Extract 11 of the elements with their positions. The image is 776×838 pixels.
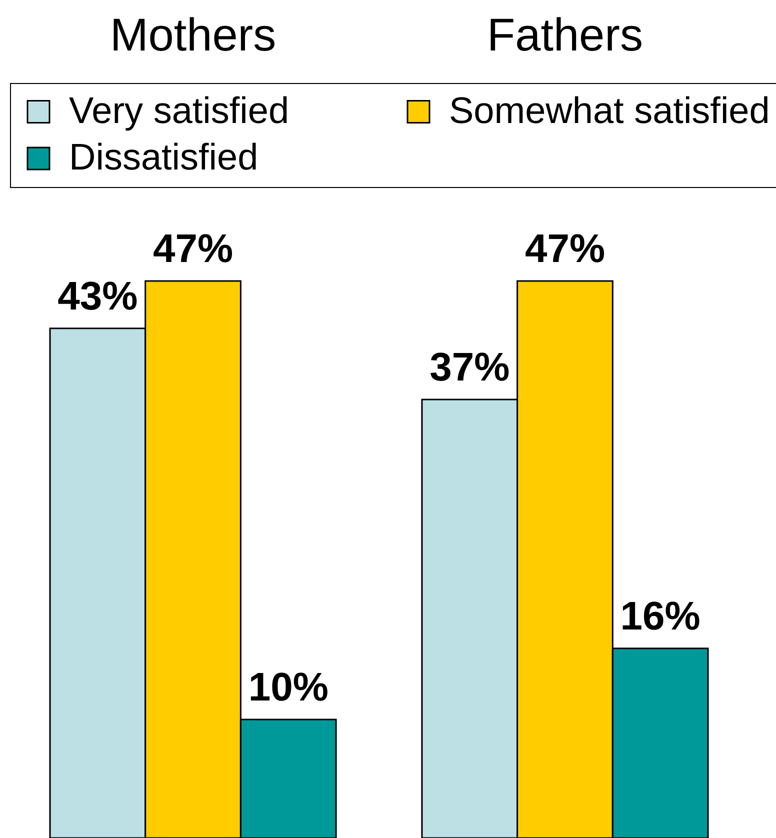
legend-label: Dissatisfied: [69, 136, 258, 178]
x-tick-label: Mothers: [110, 8, 276, 60]
data-label: 47%: [524, 227, 606, 271]
data-label: 47%: [152, 227, 234, 271]
data-label: 16%: [620, 594, 700, 638]
legend-label: Very satisfied: [69, 90, 290, 131]
x-tick-label: Fathers: [487, 8, 643, 60]
data-label: 10%: [248, 665, 328, 710]
data-label: 43%: [58, 274, 138, 318]
legend-label: Somewhat satisfied: [449, 90, 770, 131]
data-label: 37%: [430, 346, 510, 390]
